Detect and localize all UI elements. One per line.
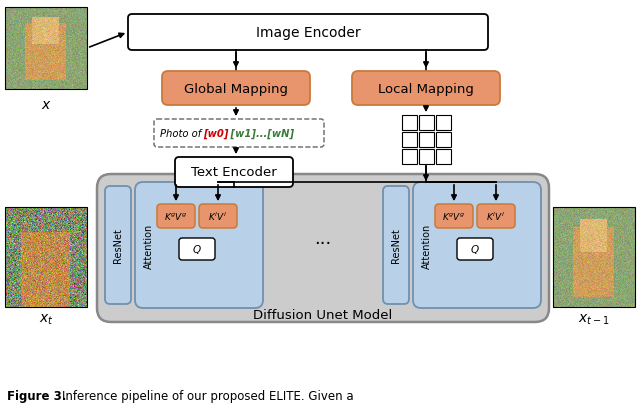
Bar [419,116,433,131]
FancyBboxPatch shape [457,239,493,260]
Text: $x_t$: $x_t$ [38,312,53,326]
FancyBboxPatch shape [175,158,293,188]
Bar [435,149,451,164]
Text: [w1]...[wN]: [w1]...[wN] [227,128,294,139]
Text: $x$: $x$ [41,98,51,112]
Text: ...: ... [314,230,332,247]
FancyBboxPatch shape [154,120,324,148]
Text: ResNet: ResNet [391,228,401,263]
FancyBboxPatch shape [199,205,237,228]
Text: Photo of: Photo of [160,129,204,139]
FancyBboxPatch shape [435,205,473,228]
FancyBboxPatch shape [135,183,263,308]
FancyBboxPatch shape [383,187,409,304]
Text: Image Encoder: Image Encoder [256,26,360,40]
Bar [435,133,451,148]
Text: Attention: Attention [422,223,432,268]
FancyBboxPatch shape [352,72,500,106]
Text: Global Mapping: Global Mapping [184,82,288,95]
Bar [419,133,433,148]
Text: ResNet: ResNet [113,228,123,263]
Text: Attention: Attention [144,223,154,268]
Text: $K^gV^g$: $K^gV^g$ [164,211,188,222]
FancyBboxPatch shape [97,175,549,322]
Text: Local Mapping: Local Mapping [378,82,474,95]
FancyBboxPatch shape [162,72,310,106]
Bar [401,133,417,148]
FancyBboxPatch shape [477,205,515,228]
Bar [435,116,451,131]
Text: $Q$: $Q$ [192,243,202,256]
Bar [553,207,635,307]
Text: Inference pipeline of our proposed ELITE. Given a: Inference pipeline of our proposed ELITE… [62,389,354,402]
FancyBboxPatch shape [413,183,541,308]
FancyBboxPatch shape [105,187,131,304]
Text: Text Encoder: Text Encoder [191,166,277,179]
FancyBboxPatch shape [128,15,488,51]
Text: $x_{t-1}$: $x_{t-1}$ [578,312,610,326]
Bar [401,149,417,164]
Bar [5,8,87,90]
Bar [401,116,417,131]
Text: $Q$: $Q$ [470,243,480,256]
Text: Figure 3.: Figure 3. [7,389,67,402]
Text: $K^lV^l$: $K^lV^l$ [209,210,228,223]
FancyBboxPatch shape [179,239,215,260]
FancyBboxPatch shape [157,205,195,228]
Bar [5,207,87,307]
Text: $K^lV^l$: $K^lV^l$ [486,210,506,223]
Bar [419,149,433,164]
Text: [w0]: [w0] [203,128,228,139]
Text: Diffusion Unet Model: Diffusion Unet Model [253,309,392,322]
Text: $K^gV^g$: $K^gV^g$ [442,211,466,222]
